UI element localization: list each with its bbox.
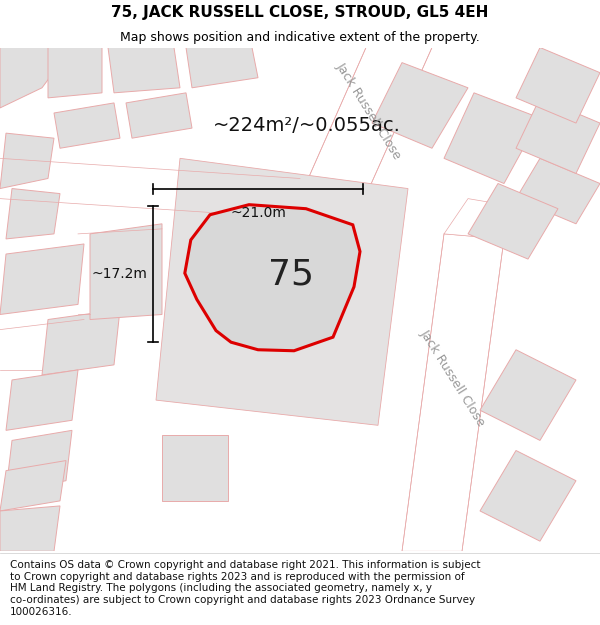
Text: ~21.0m: ~21.0m <box>230 206 286 220</box>
Text: 75: 75 <box>268 258 314 291</box>
Text: Map shows position and indicative extent of the property.: Map shows position and indicative extent… <box>120 31 480 44</box>
Text: co-ordinates) are subject to Crown copyright and database rights 2023 Ordnance S: co-ordinates) are subject to Crown copyr… <box>10 595 475 605</box>
Text: Contains OS data © Crown copyright and database right 2021. This information is : Contains OS data © Crown copyright and d… <box>10 560 481 570</box>
Polygon shape <box>0 48 72 108</box>
Polygon shape <box>126 93 192 138</box>
Polygon shape <box>54 103 120 148</box>
Text: HM Land Registry. The polygons (including the associated geometry, namely x, y: HM Land Registry. The polygons (includin… <box>10 583 432 593</box>
Polygon shape <box>6 189 60 239</box>
Polygon shape <box>516 48 600 123</box>
Polygon shape <box>0 506 60 551</box>
Polygon shape <box>6 370 78 431</box>
Polygon shape <box>6 431 72 491</box>
Text: 75, JACK RUSSELL CLOSE, STROUD, GL5 4EH: 75, JACK RUSSELL CLOSE, STROUD, GL5 4EH <box>112 6 488 21</box>
Polygon shape <box>0 244 84 314</box>
Polygon shape <box>42 309 120 375</box>
Polygon shape <box>185 204 360 351</box>
Polygon shape <box>186 48 258 88</box>
Text: Jack Russell Close: Jack Russell Close <box>334 60 404 161</box>
Polygon shape <box>0 133 54 189</box>
Polygon shape <box>444 93 540 184</box>
Polygon shape <box>516 158 600 224</box>
Polygon shape <box>372 62 468 148</box>
Text: ~224m²/~0.055ac.: ~224m²/~0.055ac. <box>213 116 401 135</box>
Polygon shape <box>444 199 528 239</box>
Polygon shape <box>306 48 432 209</box>
Text: Jack Russell Close: Jack Russell Close <box>418 327 488 428</box>
Polygon shape <box>162 436 228 501</box>
Polygon shape <box>108 48 180 93</box>
Text: to Crown copyright and database rights 2023 and is reproduced with the permissio: to Crown copyright and database rights 2… <box>10 572 465 582</box>
Polygon shape <box>156 158 408 425</box>
Polygon shape <box>516 98 600 173</box>
Text: 100026316.: 100026316. <box>10 607 73 617</box>
Text: ~17.2m: ~17.2m <box>91 268 147 281</box>
Polygon shape <box>0 461 66 511</box>
Polygon shape <box>468 184 558 259</box>
Polygon shape <box>480 350 576 441</box>
Polygon shape <box>48 48 102 98</box>
Polygon shape <box>480 451 576 541</box>
Polygon shape <box>90 224 162 319</box>
Polygon shape <box>402 234 504 551</box>
